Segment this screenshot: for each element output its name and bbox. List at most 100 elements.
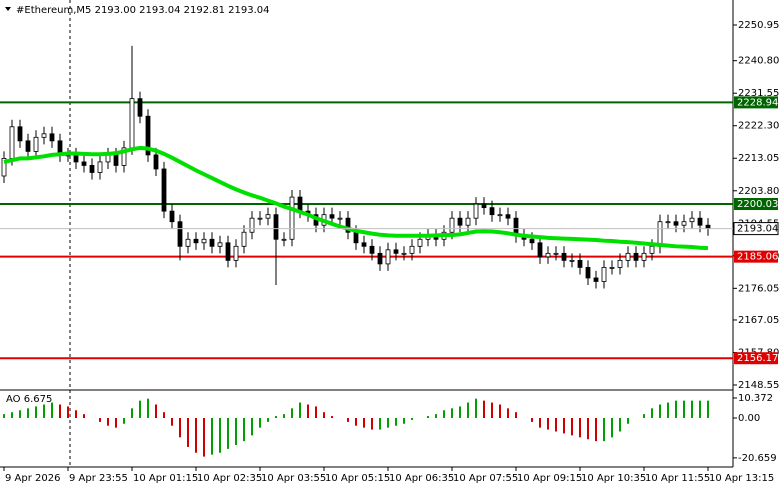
candle-body: [225, 242, 231, 261]
level-label-bg: [734, 96, 778, 109]
candle-body: [497, 214, 503, 217]
candle-body: [209, 238, 215, 247]
candle-body: [681, 221, 687, 226]
candle-body: [697, 217, 703, 226]
candle-body: [673, 221, 679, 226]
candle-body: [481, 203, 487, 209]
x-tick-label: 10 Apr 05:15: [325, 473, 390, 484]
x-tick-label: 10 Apr 10:35: [581, 473, 646, 484]
candle-body: [633, 252, 639, 261]
candle-body: [97, 161, 103, 173]
candle-body: [177, 221, 183, 247]
x-tick-label: 10 Apr 11:55: [645, 473, 710, 484]
candle-body: [281, 238, 287, 241]
candle-body: [17, 126, 23, 142]
candle-body: [25, 140, 31, 152]
candle-body: [393, 249, 399, 254]
candle-body: [665, 221, 671, 224]
candle-body: [505, 214, 511, 219]
candle-body: [129, 98, 135, 149]
candle-body: [577, 259, 583, 268]
candle-body: [329, 214, 335, 219]
candle-body: [601, 267, 607, 282]
candle-body: [337, 217, 343, 220]
candle-body: [73, 154, 79, 163]
candle-body: [705, 224, 711, 229]
candle-body: [657, 221, 663, 247]
y-tick-label: 10.372: [738, 393, 773, 404]
candle-body: [649, 245, 655, 254]
x-tick-label: 10 Apr 09:15: [517, 473, 582, 484]
candle-body: [361, 242, 367, 247]
candle-body: [561, 252, 567, 261]
candle-body: [353, 231, 359, 244]
y-tick-label: 2213.05: [738, 153, 779, 164]
y-tick-label: 2167.05: [738, 315, 779, 326]
candle-body: [297, 196, 303, 212]
candle-body: [385, 249, 391, 265]
chart-title: #Ethereum,M5 2193.00 2193.04 2192.81 219…: [16, 5, 270, 16]
candle-body: [105, 154, 111, 163]
y-tick-label: 2231.55: [738, 88, 779, 99]
candle-body: [585, 267, 591, 279]
candle-body: [113, 154, 119, 166]
price-label-bg: [733, 222, 779, 236]
candle-body: [377, 252, 383, 265]
candle-body: [609, 267, 615, 269]
y-tick-label: -20.659: [738, 453, 777, 464]
candle-body: [233, 245, 239, 261]
candle-body: [33, 136, 39, 152]
candle-body: [161, 168, 167, 212]
level-label: 2185.06: [737, 252, 778, 263]
moving-average: [3, 145, 709, 251]
candle-body: [169, 210, 175, 223]
candle-body: [193, 238, 199, 244]
level-label: 2228.94: [737, 97, 778, 108]
candle-body: [641, 252, 647, 261]
level-label-bg: [734, 250, 778, 263]
candle-body: [9, 126, 15, 159]
candle-body: [401, 252, 407, 255]
candle-body: [201, 238, 207, 244]
level-label: 2156.17: [737, 353, 778, 364]
x-tick-label: 10 Apr 01:15: [133, 473, 198, 484]
x-tick-label: 9 Apr 2026: [5, 473, 60, 484]
candle-body: [529, 238, 535, 244]
candle-body: [249, 217, 255, 233]
candle-body: [273, 214, 279, 240]
candle-body: [49, 133, 55, 142]
x-tick-label: 10 Apr 06:35: [389, 473, 454, 484]
candle-body: [345, 217, 351, 233]
candle-body: [185, 238, 191, 247]
candle-body: [145, 115, 151, 156]
candle-body: [457, 217, 463, 226]
candle-body: [537, 242, 543, 258]
candle-body: [689, 217, 695, 223]
y-tick-label: 2240.80: [738, 56, 779, 67]
candle-body: [81, 161, 87, 166]
menu-arrow: [5, 7, 11, 11]
candle-body: [369, 245, 375, 254]
candle-body: [625, 252, 631, 261]
candle-body: [41, 133, 47, 138]
candle-body: [257, 217, 263, 220]
y-tick-label: 2222.30: [738, 121, 779, 132]
x-tick-label: 10 Apr 07:55: [453, 473, 518, 484]
x-tick-label: 9 Apr 23:55: [69, 473, 128, 484]
level-label: 2200.03: [737, 199, 778, 210]
candle-body: [473, 203, 479, 219]
candle-body: [489, 207, 495, 216]
candle-body: [265, 214, 271, 219]
candle-body: [409, 245, 415, 254]
candle-body: [241, 231, 247, 247]
x-tick-label: 10 Apr 02:35: [197, 473, 262, 484]
y-tick-label: 2250.95: [738, 20, 779, 31]
candle-body: [1, 158, 7, 177]
level-label-bg: [734, 352, 778, 365]
candle-body: [137, 98, 143, 117]
candle-body: [89, 165, 95, 173]
y-tick-label: 2148.55: [738, 380, 779, 391]
y-tick-label: 0.00: [738, 413, 760, 424]
candle-body: [553, 252, 559, 255]
